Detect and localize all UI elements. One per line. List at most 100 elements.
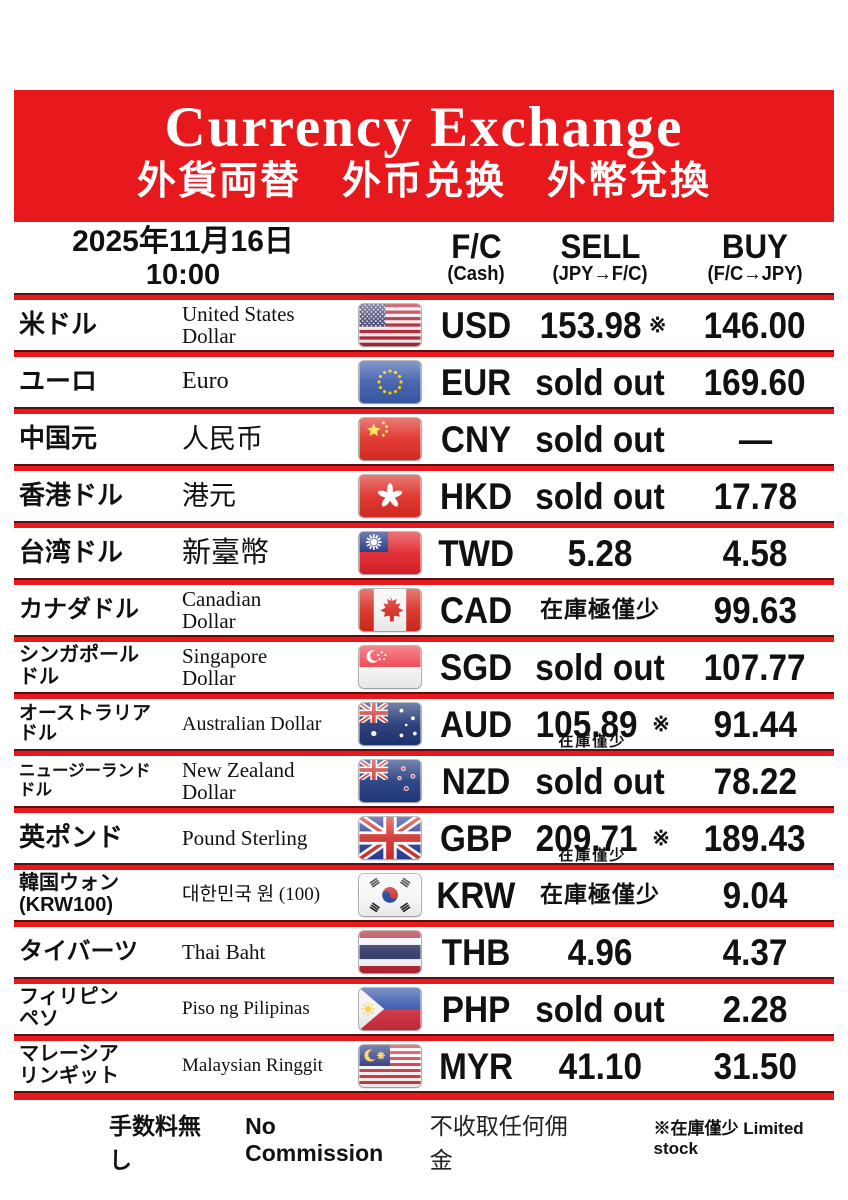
currency-name-alt: Singapore Dollar (182, 644, 268, 691)
currency-name-jp: 米ドル (19, 309, 98, 340)
sell-rate: 153.98 ※ (539, 304, 667, 346)
buy-rate: 189.43 (704, 817, 806, 859)
currency-name-alt: Australian Dollar (182, 712, 322, 735)
date-label: 2025年11月16日 (72, 225, 294, 258)
limited-stock-mark: ※ (648, 313, 667, 337)
buy-rate: 99.63 (713, 589, 797, 631)
row-divider (14, 578, 834, 586)
sell-rate: sold out (535, 418, 665, 460)
table-row-hkd: 香港ドル 港元 HKD sold out 17.78 (14, 471, 834, 521)
limited-stock-note: 在庫僅少 (558, 732, 627, 750)
buy-rate: — (738, 418, 772, 460)
flag-canada-icon (359, 589, 421, 632)
table-row-nzd: ニュージーランド ドル New Zealand Dollar NZD sold … (14, 756, 834, 806)
buy-rate: 9.04 (722, 874, 788, 916)
currency-name-jp: カナダドル (19, 596, 139, 624)
sell-rate: sold out (535, 988, 665, 1030)
currency-name-alt: Canadian Dollar (182, 587, 262, 634)
no-commission-zh: 不收取任何佣金 (429, 1113, 568, 1174)
flag-thailand-icon (359, 931, 421, 974)
currency-name-alt: Pound Sterling (182, 826, 308, 851)
row-divider (14, 635, 834, 643)
row-divider (14, 920, 834, 928)
row-divider (14, 863, 834, 871)
board-subtitle: 外貨両替 外币兑换 外幣兌換 (136, 157, 711, 204)
buy-rate: 169.60 (704, 361, 806, 403)
flag-australia-icon (359, 703, 421, 746)
currency-name-jp: 英ポンド (19, 822, 124, 853)
table-header: 2025年11月16日 10:00 F/C (Cash) SELL (JPY→F… (14, 222, 834, 293)
row-divider (14, 977, 834, 985)
table-row-aud: オーストラリア ドル Australian Dollar AUD 105.89 ※… (14, 699, 834, 749)
row-divider (14, 749, 834, 757)
table-row-cny: 中国元 人民币 CNY sold out — (14, 414, 834, 464)
flag-philippines-icon (359, 988, 421, 1031)
limited-stock-note: 在庫僅少 (558, 846, 627, 864)
currency-name-alt: 人民币 (182, 423, 263, 454)
buy-rate: 146.00 (704, 304, 806, 346)
sell-rate: 105.89 ※ 在庫僅少 (535, 703, 670, 750)
currency-name-jp: 香港ドル (19, 480, 124, 511)
table-row-thb: タイバーツ Thai Baht THB 4.96 4.37 (14, 927, 834, 977)
currency-name-jp: マレーシア リンギット (19, 1043, 119, 1088)
flag-new-zealand-icon (359, 760, 421, 803)
flag-taiwan-icon (359, 532, 421, 575)
currency-name-jp: オーストラリア ドル (19, 702, 152, 745)
buy-rate: 91.44 (713, 703, 797, 745)
title-banner: Currency Exchange 外貨両替 外币兑换 外幣兌換 (14, 90, 834, 222)
sell-rate: sold out (535, 475, 665, 517)
currency-name-alt: 新臺幣 (182, 536, 270, 569)
currency-code: USD (440, 304, 512, 346)
header-rule (14, 293, 834, 301)
flag-european-union-icon (359, 361, 421, 404)
buy-rate: 2.28 (722, 988, 788, 1030)
sell-rate: 4.96 (567, 931, 633, 973)
currency-name-jp: シンガポール ドル (19, 644, 139, 689)
row-divider (14, 1034, 834, 1042)
currency-code: MYR (438, 1045, 513, 1087)
buy-rate: 107.77 (704, 646, 806, 688)
currency-name-jp: 台湾ドル (19, 537, 124, 568)
row-divider (14, 350, 834, 358)
table-bottom-rule (14, 1091, 834, 1101)
sell-rate: 209.71 ※ 在庫僅少 (535, 817, 670, 864)
buy-rate: 4.37 (722, 931, 788, 973)
currency-name-alt: Euro (182, 368, 229, 395)
row-divider (14, 407, 834, 415)
flag-hong-kong-icon (359, 475, 421, 518)
table-row-myr: マレーシア リンギット Malaysian Ringgit MYR 41.10 … (14, 1041, 834, 1091)
limited-stock-mark: ※ (652, 826, 670, 850)
flag-united-states-icon (359, 304, 421, 347)
row-divider (14, 464, 834, 472)
currency-code: CNY (440, 418, 512, 460)
sell-rate: 41.10 (558, 1045, 642, 1087)
buy-rate: 17.78 (713, 475, 797, 517)
date-time: 2025年11月16日 10:00 (14, 225, 352, 291)
currency-code: TWD (438, 532, 514, 574)
currency-name-jp: フィリピン ペソ (19, 986, 119, 1031)
flag-malaysia-icon (359, 1045, 421, 1088)
currency-name-jp: ニュージーランド ドル (19, 762, 151, 800)
footer: 手数料無し No Commission 不收取任何佣金 ※在庫僅少 Limite… (109, 1107, 834, 1175)
flag-united-kingdom-icon (359, 817, 421, 860)
currency-name-alt: Thai Baht (182, 940, 266, 965)
no-commission-jp: 手数料無し (109, 1113, 201, 1174)
table-row-twd: 台湾ドル 新臺幣 TWD 5.28 4.58 (14, 528, 834, 578)
currency-code: HKD (439, 475, 513, 517)
currency-code: THB (441, 931, 511, 973)
time-label: 10:00 (145, 258, 221, 291)
sell-rate: sold out (535, 646, 665, 688)
currency-code: EUR (440, 361, 512, 403)
column-header-fc: F/C (Cash) (447, 228, 505, 285)
no-commission-en: No Commission (245, 1113, 384, 1167)
flag-china-icon (359, 418, 421, 461)
flag-south-korea-icon (359, 874, 421, 917)
table-row-cad: カナダドル Canadian Dollar CAD 在庫極僅少 99.63 (14, 585, 834, 635)
currency-code: KRW (436, 874, 516, 916)
currency-name-alt: 港元 (182, 480, 236, 511)
currency-name-alt: 대한민국 원 (100) (182, 884, 321, 906)
buy-rate: 4.58 (722, 532, 788, 574)
board-title: Currency Exchange (164, 96, 684, 159)
currency-name-jp: ユーロ (19, 366, 98, 397)
currency-code: GBP (439, 817, 513, 859)
